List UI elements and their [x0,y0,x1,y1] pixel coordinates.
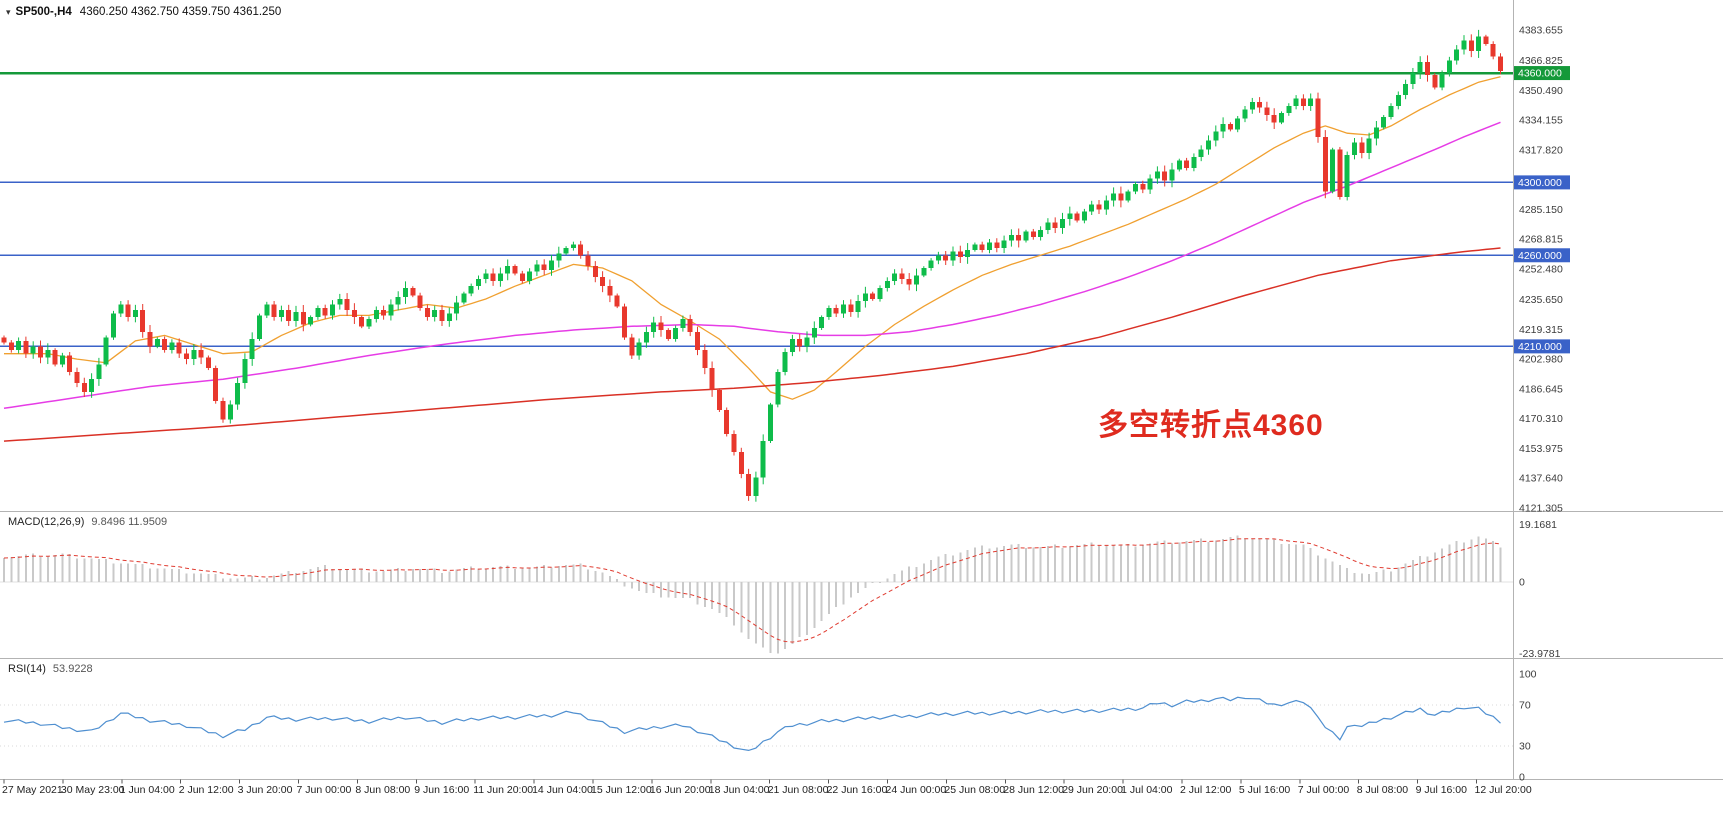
symbol-timeframe-label: SP500-,H4 [15,6,72,18]
time-label: 11 Jun 20:00 [473,784,533,796]
slow-ma-red-line [3,247,1501,442]
rsi-panel[interactable] [0,696,1513,752]
rsi-panel-label: RSI(14) 53.9228 [8,663,93,675]
macd-signal-line [3,538,1501,643]
annotation-text: 多空转折点4360 [1098,409,1324,442]
price-tag-4260 [1514,248,1570,263]
price-tick-label: 4366.825 [1519,55,1563,67]
fast-ma-orange-line [4,76,1501,400]
ohlc-values: 4360.250 4362.750 4359.750 4361.250 [79,6,282,18]
time-label: 14 Jun 04:00 [532,784,593,796]
time-label: 8 Jul 08:00 [1357,784,1409,796]
price-tick-label: 4334.155 [1519,115,1563,127]
time-label: 28 Jun 12:00 [1003,784,1064,796]
time-label: 25 Jun 08:00 [944,784,1005,796]
time-label: 7 Jul 00:00 [1298,784,1350,796]
price-tick-label: 4235.650 [1519,294,1563,306]
price-tick-label: 4268.815 [1519,234,1563,246]
chart-title-bar: ▾ SP500-,H4 4360.250 4362.750 4359.750 4… [6,6,281,18]
price-tag-label: 4300.000 [1518,177,1562,189]
time-label: 3 Jun 20:00 [238,784,293,796]
price-tick-label: 4350.490 [1519,85,1563,97]
price-tick-label: 4252.480 [1519,263,1563,275]
price-tick-label: 4186.645 [1519,383,1563,395]
price-tick-label: 4219.315 [1519,324,1563,336]
time-label: 9 Jun 16:00 [414,784,469,796]
rsi-indicator-value: 53.9228 [52,663,93,675]
price-tick-label: 4170.310 [1519,413,1563,425]
macd-axis-max: 19.1681 [1519,519,1557,531]
price-axis: 4383.655 4366.825 4350.490 4334.155 4317.820… [1514,24,1570,514]
moving-average-lines [3,76,1501,442]
rsi-axis-70: 70 [1519,699,1531,711]
price-tag-label: 4260.000 [1518,250,1562,262]
time-label: 8 Jun 08:00 [355,784,410,796]
rsi-axis-30: 30 [1519,741,1531,753]
mid-ma-magenta-line [3,121,1501,410]
price-tag-4300 [1514,175,1570,190]
time-label: 5 Jul 16:00 [1239,784,1291,796]
price-tick-label: 4285.150 [1519,204,1563,216]
time-label: 22 Jun 16:00 [827,784,888,796]
price-tick-label: 4137.640 [1519,473,1563,485]
macd-axis-zero: 0 [1519,576,1525,588]
rsi-line [3,696,1501,752]
price-tick-label: 4383.655 [1519,24,1563,36]
price-tag-label: 4360.000 [1518,68,1562,80]
time-label: 21 Jun 08:00 [768,784,829,796]
price-tag-4210 [1514,339,1570,354]
rsi-axis-0: 0 [1519,772,1525,784]
time-label: 9 Jul 16:00 [1416,784,1468,796]
time-label: 18 Jun 04:00 [709,784,770,796]
price-tick-label: 4202.980 [1519,354,1563,366]
time-label: 1 Jun 04:00 [120,784,175,796]
macd-indicator-values: 9.8496 11.9509 [91,516,168,528]
macd-panel-label: MACD(12,26,9) 9.8496 11.9509 [8,516,167,528]
indicator-axis-labels: 19.1681 0 -23.9781 100 70 30 0 [1519,519,1561,784]
time-label: 15 Jun 12:00 [591,784,652,796]
time-label: 29 Jun 20:00 [1062,784,1123,796]
candles-layer [1,29,1503,502]
price-tick-label: 4121.305 [1519,502,1563,514]
time-label: 16 Jun 20:00 [650,784,711,796]
collapse-arrow-icon[interactable]: ▾ [6,6,11,17]
time-label: 30 May 23:00 [61,784,125,796]
price-tick-label: 4317.820 [1519,144,1563,156]
time-label: 1 Jul 04:00 [1121,784,1173,796]
price-tag-label: 4210.000 [1518,341,1562,353]
time-label: 12 Jul 20:00 [1475,784,1532,796]
time-label: 27 May 2021 [2,784,63,796]
time-label: 7 Jun 00:00 [297,784,352,796]
macd-panel[interactable] [0,535,1513,654]
time-label: 2 Jul 12:00 [1180,784,1232,796]
time-label: 24 Jun 00:00 [886,784,947,796]
rsi-indicator-name: RSI(14) [8,663,46,675]
price-tag-4360 [1514,66,1570,81]
time-label: 2 Jun 12:00 [179,784,234,796]
macd-axis-min: -23.9781 [1519,648,1561,660]
panel-separators [0,0,1723,780]
macd-indicator-name: MACD(12,26,9) [8,516,85,528]
rsi-axis-100: 100 [1519,669,1537,681]
price-tick-label: 4153.975 [1519,443,1563,455]
